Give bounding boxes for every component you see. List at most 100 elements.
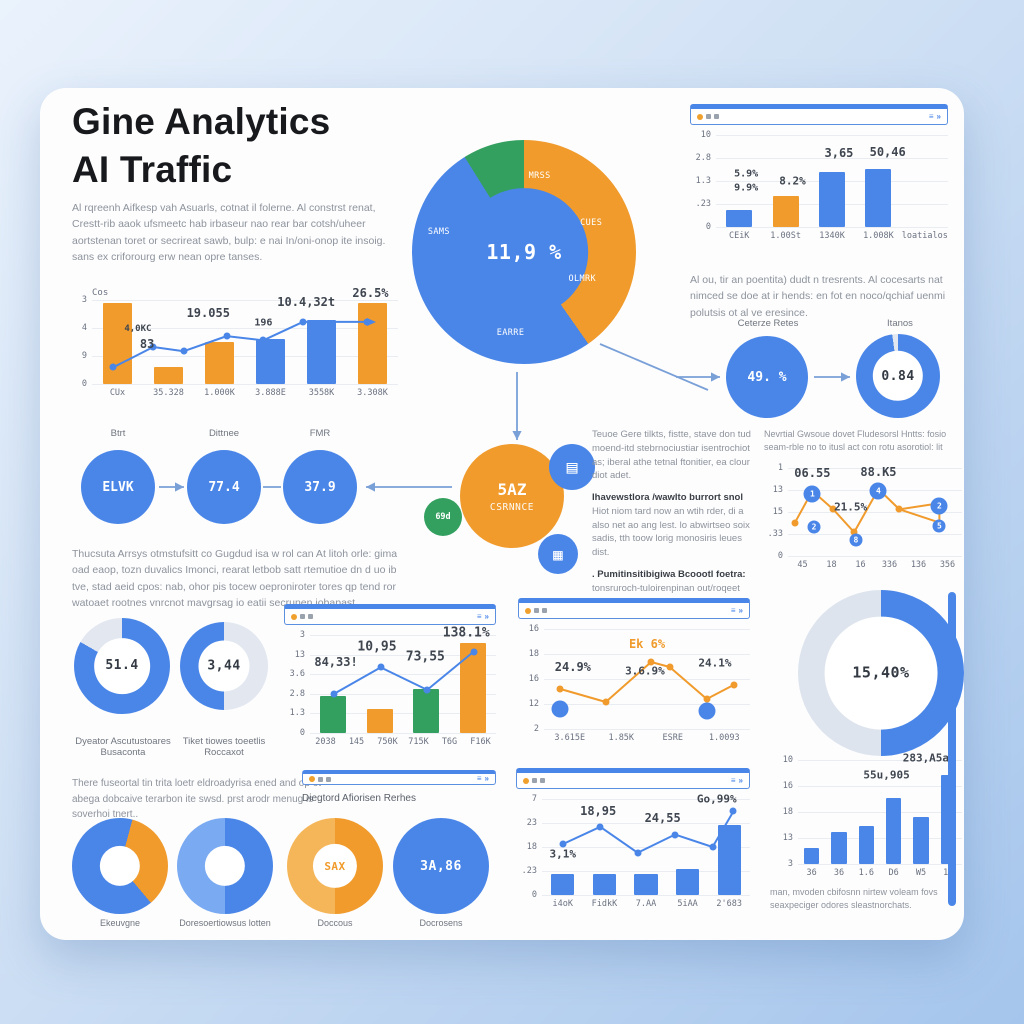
right-line-caption: Nevrtial Gwsoue dovet Fludesorsl Hntts: … bbox=[764, 429, 947, 453]
bar bbox=[726, 210, 753, 227]
line-point bbox=[729, 807, 737, 815]
y-tick: 9 bbox=[81, 351, 87, 361]
gridline bbox=[716, 135, 948, 136]
gridline bbox=[544, 729, 750, 730]
browser-icon: ≡ bbox=[730, 775, 736, 785]
browser-icon: » bbox=[738, 775, 743, 785]
scrollbar[interactable] bbox=[948, 592, 956, 906]
right-text-para-2: Hiot niom tard now an wtih rder, di a al… bbox=[592, 505, 750, 559]
donut-value: SAX bbox=[324, 859, 346, 873]
square-icon bbox=[300, 614, 305, 619]
donut-344-chart: 3,44 bbox=[180, 622, 268, 710]
annotation: 8.2% bbox=[779, 174, 806, 188]
printer-icon: ▤ bbox=[549, 444, 595, 490]
x-tick: 1.85K bbox=[608, 733, 635, 743]
annotation: 73,55 bbox=[405, 649, 445, 665]
grid-icon: ▦ bbox=[538, 534, 578, 574]
dot-icon bbox=[309, 776, 315, 782]
x-tick: 7.AA bbox=[635, 899, 657, 909]
annotation: 196 bbox=[254, 317, 273, 329]
gridline bbox=[92, 328, 398, 329]
ring-label: EARRE bbox=[496, 327, 525, 338]
x-tick: 1.0093 bbox=[708, 733, 740, 743]
title-line-2: AI Traffic bbox=[72, 149, 233, 191]
x-tick: 1.00St bbox=[770, 231, 801, 241]
plot-area: 16 18 16 12 2 24.9% Ek 6% 3.6.9% 24.1% bbox=[529, 624, 750, 734]
y-tick: 1.3 bbox=[695, 176, 711, 186]
x-tick: T6G bbox=[441, 737, 458, 747]
x-tick: 1.6 bbox=[858, 868, 874, 878]
x-tick: 336 bbox=[881, 560, 898, 570]
y-tick: 3 bbox=[299, 630, 305, 640]
flow-value-1: ELVK bbox=[102, 479, 134, 495]
flow-label-2: Dittnee bbox=[208, 428, 240, 439]
square-icon bbox=[534, 608, 539, 613]
browser-left-icons bbox=[525, 607, 547, 614]
browser-left-icons bbox=[523, 777, 545, 784]
line-series bbox=[310, 635, 496, 733]
x-tick: 136 bbox=[910, 560, 927, 570]
gridline bbox=[788, 556, 962, 557]
gridline bbox=[798, 760, 962, 761]
gridline bbox=[542, 871, 750, 872]
bar bbox=[831, 831, 847, 864]
x-tick: W5 bbox=[915, 868, 927, 878]
x-tick: CUx bbox=[109, 388, 126, 398]
plot-area: 10 16 18 13 3 55u,905 283,A5at bbox=[783, 751, 962, 869]
x-tick: loatialos bbox=[901, 231, 948, 241]
annotation: 10.4,32t bbox=[277, 294, 336, 309]
x-tick: 356 bbox=[939, 560, 956, 570]
donut-hole: 3,44 bbox=[198, 640, 250, 692]
x-tick: 45 bbox=[797, 560, 808, 570]
right-paragraph: Al ou, tir an poentita) dudt n tresrents… bbox=[690, 274, 946, 319]
circle-label-4: Docrosens bbox=[419, 918, 463, 928]
chart-bottom-center: ≡» 7 23 18 .23 0 3,1% 18,95 24,55 Go,99% i4oK FidkK… bbox=[516, 768, 750, 909]
bar bbox=[205, 342, 234, 384]
annotation: 3,1% bbox=[549, 847, 577, 861]
browser-bar: ≡» bbox=[518, 598, 750, 619]
x-tick: ESRE bbox=[662, 733, 683, 743]
y-tick: 23 bbox=[526, 818, 537, 828]
x-tick: CEiK bbox=[728, 231, 750, 241]
x-tick: 3.888E bbox=[255, 388, 286, 398]
y-tick: 16 bbox=[528, 624, 539, 634]
gridline bbox=[310, 635, 496, 636]
square-icon bbox=[532, 778, 537, 783]
y-tick: 16 bbox=[782, 781, 793, 791]
x-tick: 2'683 bbox=[716, 899, 742, 909]
y-tick: 18 bbox=[528, 649, 539, 659]
bar bbox=[459, 642, 486, 733]
annotation: 3.6.9% bbox=[625, 664, 665, 678]
point-marker: 5 bbox=[932, 519, 946, 533]
y-tick: 4 bbox=[81, 323, 87, 333]
y-tick: 2.8 bbox=[695, 153, 711, 163]
line-point bbox=[377, 663, 385, 671]
x-tick: 16 bbox=[855, 560, 866, 570]
line-point bbox=[829, 505, 837, 513]
gridline bbox=[92, 384, 398, 385]
browser-right-icons: ≡» bbox=[730, 775, 743, 785]
big-donut-chart: 15,40% bbox=[798, 590, 964, 756]
plot-area: 3 13 3.6 2.8 1.3 0 84,33! 10,95 73,55 138.1% bbox=[290, 626, 496, 738]
dot-icon bbox=[697, 113, 703, 120]
gridline bbox=[798, 786, 962, 787]
ceterze-label: Ceterze Retes bbox=[737, 318, 799, 329]
bar bbox=[307, 320, 336, 384]
point-marker bbox=[551, 700, 569, 718]
bottom-right-caption: man, mvoden cbifosnn nirtew voleam fovs … bbox=[770, 887, 938, 910]
x-axis-labels: CUx 35.328 1.000K 3.888E 3558K 3.308K bbox=[92, 388, 398, 398]
gridline bbox=[798, 838, 962, 839]
x-tick: 750K bbox=[377, 737, 398, 747]
annotation: 24,55 bbox=[644, 811, 681, 826]
gridline bbox=[310, 674, 496, 676]
gridline bbox=[544, 654, 750, 655]
browser-right-icons: ≡» bbox=[477, 612, 489, 621]
y-tick: 12 bbox=[528, 699, 539, 709]
y-tick: 16 bbox=[528, 674, 539, 684]
chart-mid-combo: ≡» 3 13 3.6 2.8 1.3 0 84,33! 10,95 73,55 138.1% 203… bbox=[284, 604, 496, 747]
donut-344-label: Tiket tiowes toeetlis Roccaxot bbox=[182, 736, 266, 758]
annotation: 26.5% bbox=[352, 286, 389, 301]
x-axis-labels: 3.615E 1.85K ESRE 1.0093 bbox=[544, 733, 750, 743]
y-tick: 0 bbox=[531, 890, 537, 900]
line-point bbox=[634, 849, 642, 857]
